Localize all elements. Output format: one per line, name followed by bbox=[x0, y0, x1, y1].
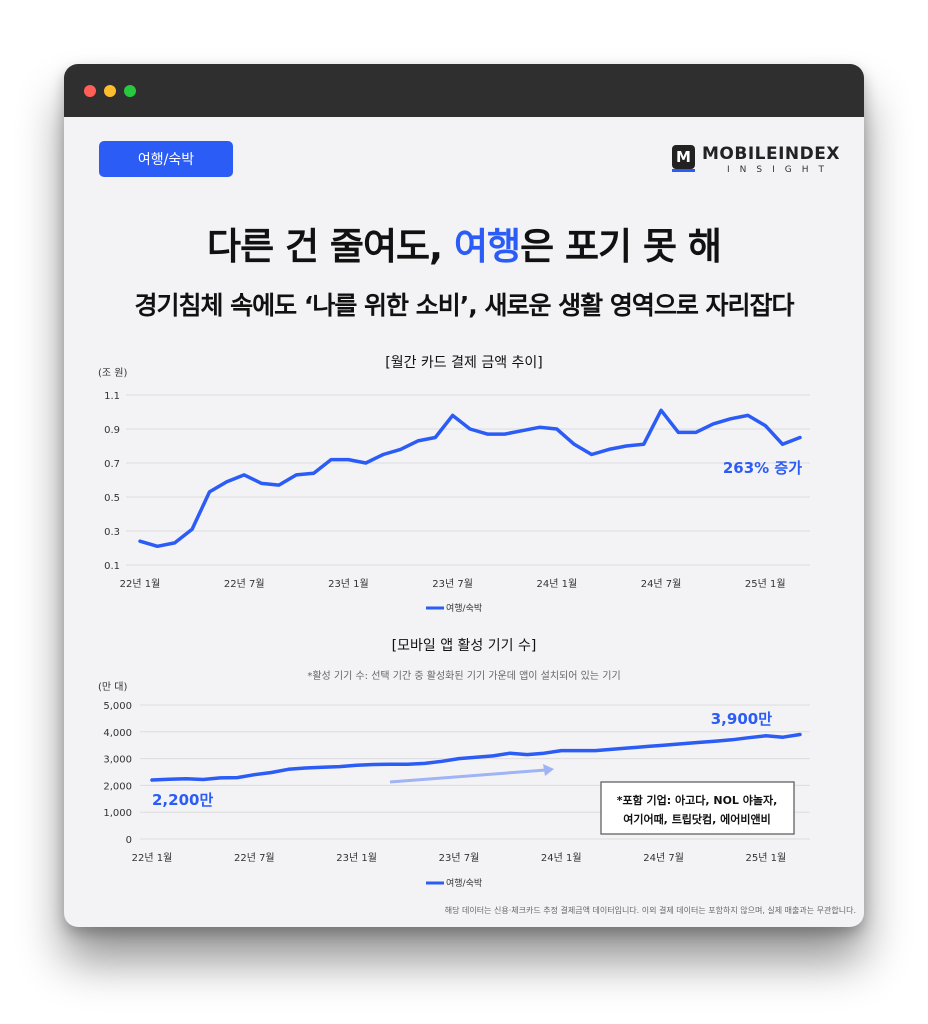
c1-x-tick-label: 24년 1월 bbox=[537, 578, 578, 590]
c1-y-tick-label: 0.3 bbox=[104, 527, 120, 538]
maximize-window-icon[interactable] bbox=[124, 85, 136, 97]
chart1-x-ticks: 22년 1월 22년 7월 23년 1월 23년 7월 24년 1월 24년 7월 25년 … bbox=[120, 578, 786, 590]
headline: 다른 건 줄여도, 여행은 포기 못 해 bbox=[64, 216, 864, 270]
c2-x-tick-label: 23년 7월 bbox=[439, 852, 480, 864]
mobileindex-logo: M MOBILEINDEX INSIGHT bbox=[672, 141, 842, 181]
headline-post: 은 포기 못 해 bbox=[520, 225, 722, 268]
c1-x-tick-label: 24년 7월 bbox=[641, 578, 682, 590]
c2-y-tick-label: 0 bbox=[126, 835, 132, 846]
chart2-y-ticks: 5,000 4,000 3,000 2,000 1,000 0 bbox=[103, 701, 132, 846]
data-disclaimer: 해당 데이터는 신용·체크카드 추정 결제금액 데이터입니다. 이외 결제 데이… bbox=[444, 906, 856, 915]
category-badge: 여행/숙박 bbox=[99, 141, 233, 177]
logo-subtitle: INSIGHT bbox=[727, 165, 834, 175]
companies-note-box bbox=[600, 781, 795, 835]
c2-x-tick-label: 22년 1월 bbox=[132, 852, 173, 864]
chart1-legend-label: 여행/숙박 bbox=[446, 602, 482, 614]
companies-note-line1: *포함 기업: 아고다, NOL 야놀자, bbox=[617, 793, 778, 807]
chart1-y-ticks: 1.1 0.9 0.7 0.5 0.3 0.1 bbox=[104, 391, 120, 572]
c2-x-tick-label: 23년 1월 bbox=[336, 852, 377, 864]
c2-y-tick-label: 2,000 bbox=[103, 781, 132, 792]
subheadline: 경기침체 속에도 ‘나를 위한 소비’, 새로운 생활 영역으로 자리잡다 bbox=[134, 291, 794, 320]
c2-x-tick-label: 24년 1월 bbox=[541, 852, 582, 864]
c1-x-tick-label: 23년 7월 bbox=[432, 578, 473, 590]
chart1-gridlines bbox=[126, 394, 810, 566]
chart1-title: [월간 카드 결제 금액 추이] bbox=[385, 355, 543, 371]
c2-y-tick-label: 5,000 bbox=[103, 701, 132, 712]
chart2-legend-label: 여행/숙박 bbox=[446, 877, 482, 889]
c1-x-tick-label: 22년 1월 bbox=[120, 578, 161, 590]
c2-y-tick-label: 4,000 bbox=[103, 728, 132, 739]
headline-highlight: 여행 bbox=[454, 225, 521, 268]
logo-mark: M bbox=[672, 145, 695, 172]
c1-y-tick-label: 1.1 bbox=[104, 391, 120, 402]
chart1-unit-label: (조 원) bbox=[98, 367, 127, 379]
logo-wordmark: MOBILEINDEX bbox=[702, 144, 840, 164]
c1-x-tick-label: 25년 1월 bbox=[745, 578, 786, 590]
chart2-title: [모바일 앱 활성 기기 수] bbox=[392, 638, 537, 654]
minimize-window-icon[interactable] bbox=[104, 85, 116, 97]
chart1-series-line bbox=[138, 408, 802, 549]
chart2-unit-label: (만 대) bbox=[98, 681, 127, 693]
c1-y-tick-label: 0.7 bbox=[104, 459, 120, 470]
c1-x-tick-label: 23년 1월 bbox=[328, 578, 369, 590]
chart2-series-line bbox=[150, 732, 802, 782]
chart2-x-ticks: 22년 1월 22년 7월 23년 1월 23년 7월 24년 1월 24년 7월 25년 … bbox=[132, 852, 787, 864]
trend-arrowhead-icon bbox=[543, 764, 554, 776]
chart2-note: *활성 기기 수: 선택 기간 중 활성화된 기기 가운데 앱이 설치되어 있는… bbox=[307, 669, 620, 682]
headline-pre: 다른 건 줄여도, bbox=[207, 225, 454, 268]
chart2-end-label: 3,900만 bbox=[711, 710, 772, 728]
chart2-start-label: 2,200만 bbox=[152, 791, 213, 809]
c1-y-tick-label: 0.1 bbox=[104, 561, 120, 572]
charts-canvas: [월간 카드 결제 금액 추이] (조 원) 1.1 0.9 0.7 0.5 0.3 0.… bbox=[98, 355, 810, 889]
c2-x-tick-label: 22년 7월 bbox=[234, 852, 275, 864]
browser-window: 여행/숙박 M MOBILEINDEX INSIGHT 다른 건 줄여도, 여행… bbox=[64, 64, 864, 927]
chart1-annotation: 263% 증가 bbox=[723, 459, 802, 477]
c2-y-tick-label: 3,000 bbox=[103, 755, 132, 766]
close-window-icon[interactable] bbox=[84, 85, 96, 97]
c2-y-tick-label: 1,000 bbox=[103, 808, 132, 819]
companies-note-line2: 여기어때, 트립닷컴, 에어비앤비 bbox=[623, 812, 771, 826]
c1-y-tick-label: 0.5 bbox=[104, 493, 120, 504]
c2-x-tick-label: 24년 7월 bbox=[643, 852, 684, 864]
c1-x-tick-label: 22년 7월 bbox=[224, 578, 265, 590]
window-titlebar bbox=[64, 64, 864, 117]
trend-arrow-icon bbox=[389, 768, 547, 784]
c1-y-tick-label: 0.9 bbox=[104, 425, 120, 436]
c2-x-tick-label: 25년 1월 bbox=[746, 852, 787, 864]
